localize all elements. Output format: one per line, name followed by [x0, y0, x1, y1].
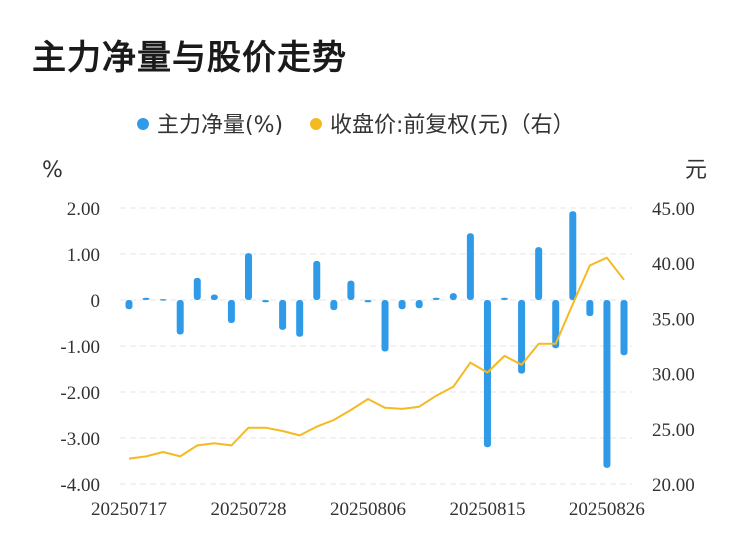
net-flow-bar: [244, 253, 252, 300]
left-tick-label: -3.00: [60, 429, 100, 450]
x-axis-ticks: 20250717 20250728 20250806 20250815 20250826: [91, 499, 645, 520]
x-tick-label: 20250806: [330, 499, 406, 520]
net-flow-bar: [466, 233, 474, 300]
left-tick-label: -1.00: [60, 337, 100, 358]
left-tick-label: -2.00: [60, 383, 100, 404]
net-flow-bar: [415, 300, 423, 309]
net-flow-bar: [449, 293, 457, 300]
net-flow-bar: [210, 294, 218, 300]
chart-title: 主力净量与股价走势: [32, 38, 347, 78]
legend-marker-1: [310, 118, 322, 130]
left-tick-label: 1.00: [67, 245, 100, 266]
net-flow-bar: [535, 247, 543, 300]
legend: 主力净量(%) 收盘价:前复权(元)（右）: [137, 113, 575, 138]
x-tick-label: 20250826: [569, 499, 645, 520]
net-flow-bars: [125, 211, 628, 468]
grid-lines: [120, 207, 632, 485]
x-tick-label: 20250717: [91, 499, 167, 520]
right-tick-label: 40.00: [652, 254, 695, 275]
net-flow-bar: [296, 300, 304, 337]
right-tick-label: 35.00: [652, 309, 695, 330]
net-flow-bar: [586, 300, 594, 317]
net-flow-bar: [262, 300, 270, 303]
net-flow-bar: [176, 300, 184, 335]
close-price-line: [128, 256, 625, 460]
right-tick-label: 20.00: [652, 475, 695, 496]
net-flow-bar: [483, 300, 491, 448]
legend-marker-0: [137, 118, 149, 130]
right-axis-unit: 元: [685, 158, 707, 183]
left-tick-label: -4.00: [60, 475, 100, 496]
net-flow-bar: [569, 211, 577, 300]
right-tick-label: 25.00: [652, 420, 695, 441]
net-flow-bar: [432, 297, 440, 300]
net-flow-bar: [501, 297, 509, 300]
net-flow-bar: [347, 280, 355, 300]
legend-label-1: 收盘价:前复权(元)（右）: [330, 113, 575, 138]
net-flow-bar: [398, 300, 406, 310]
net-flow-bar: [227, 300, 235, 323]
net-flow-bar: [313, 260, 321, 300]
right-tick-label: 30.00: [652, 365, 695, 386]
net-flow-bar: [552, 300, 560, 349]
net-flow-bar: [159, 299, 167, 301]
net-flow-bar: [381, 300, 389, 352]
net-flow-bar: [125, 300, 133, 310]
net-flow-bar: [193, 277, 201, 300]
net-flow-bar: [279, 300, 287, 330]
left-tick-label: 2.00: [67, 199, 100, 220]
x-tick-label: 20250728: [210, 499, 286, 520]
net-flow-bar: [603, 300, 611, 468]
net-flow-bar: [142, 297, 150, 300]
close-price-line-group: [128, 256, 625, 460]
right-axis-ticks: 45.00 40.00 35.00 30.00 25.00 20.00: [652, 199, 695, 496]
left-axis-ticks: 2.00 1.00 0 -1.00 -2.00 -3.00 -4.00: [60, 199, 100, 496]
legend-label-0: 主力净量(%): [157, 113, 283, 138]
net-flow-bar: [330, 300, 338, 311]
net-flow-bar: [620, 300, 628, 356]
net-flow-bar: [364, 300, 372, 303]
right-tick-label: 45.00: [652, 199, 695, 220]
left-axis-unit: %: [42, 158, 63, 183]
net-flow-bar: [518, 300, 526, 374]
x-tick-label: 20250815: [449, 499, 525, 520]
left-tick-label: 0: [91, 291, 101, 312]
